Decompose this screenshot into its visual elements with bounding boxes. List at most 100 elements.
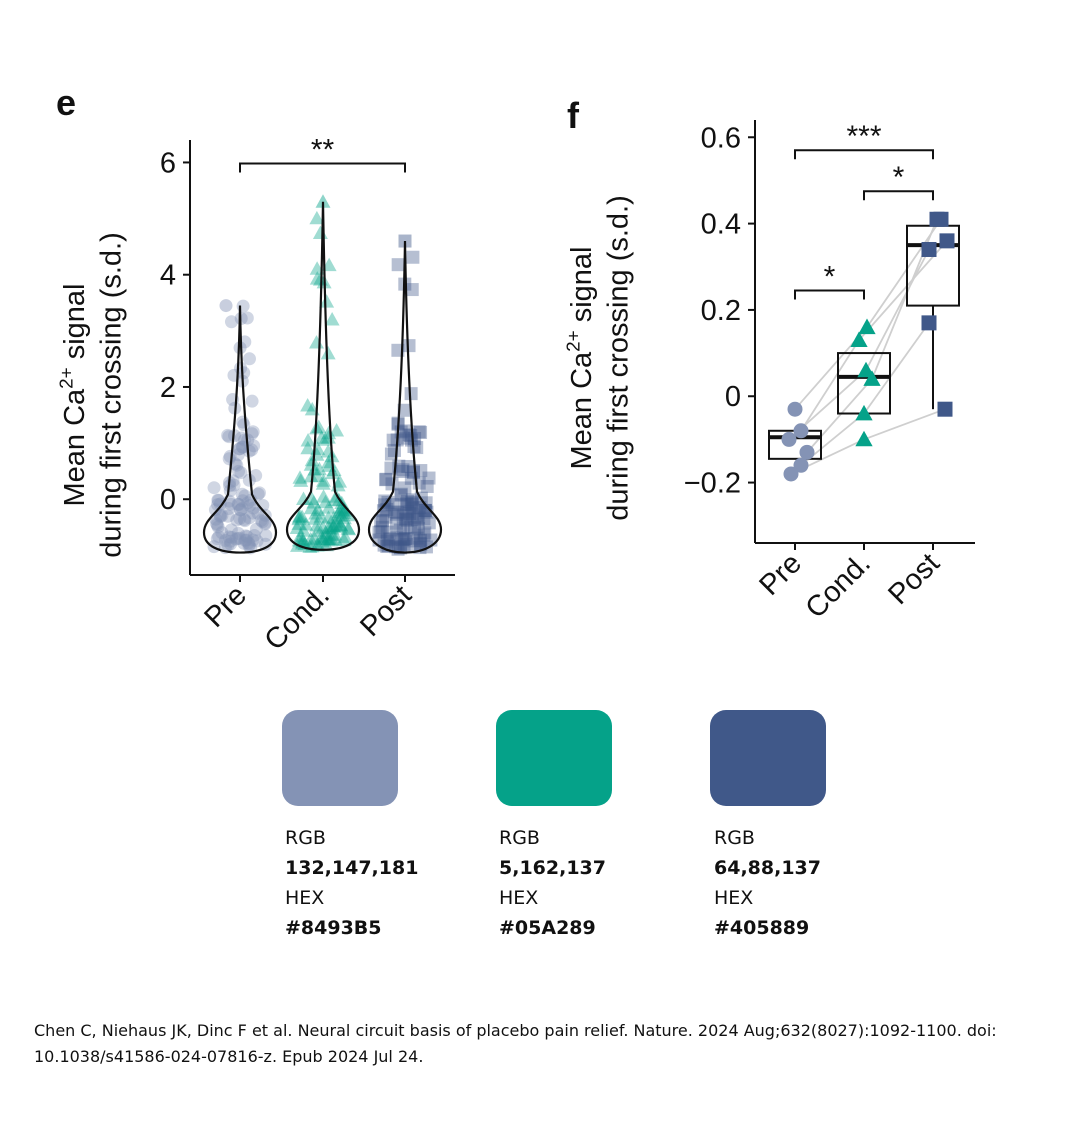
data-point	[236, 440, 250, 454]
data-point	[322, 532, 338, 547]
data-point	[333, 518, 349, 533]
y-tick-label: 0	[160, 484, 176, 516]
data-point	[408, 521, 422, 535]
significance-label: *	[824, 260, 836, 293]
x-tick-label: Post	[882, 547, 946, 611]
data-point	[400, 513, 414, 527]
data-point	[376, 504, 390, 518]
y-axis-label-line1: Mean Ca	[566, 351, 598, 470]
data-point	[303, 531, 319, 546]
data-point	[396, 463, 410, 477]
data-point	[336, 505, 352, 519]
data-point	[254, 513, 268, 527]
data-point	[406, 465, 420, 479]
data-point	[306, 530, 322, 545]
data-point	[424, 533, 438, 547]
data-point	[300, 432, 316, 447]
data-point	[405, 507, 419, 521]
data-point	[292, 508, 308, 523]
data-point	[238, 533, 252, 547]
paired-point	[929, 211, 945, 227]
data-point	[303, 457, 319, 471]
data-point	[405, 495, 419, 509]
data-point	[211, 498, 225, 512]
data-point	[331, 504, 347, 519]
data-point	[224, 523, 238, 537]
data-point	[395, 465, 409, 479]
data-point	[309, 335, 324, 349]
swatch-info-lavender: RGB 132,147,181 HEX #8493B5	[285, 823, 418, 943]
data-point	[320, 531, 336, 545]
data-point	[238, 433, 252, 447]
data-point	[398, 498, 412, 512]
data-point	[390, 530, 404, 544]
data-point	[394, 487, 408, 501]
data-point	[379, 472, 393, 486]
data-point	[227, 478, 241, 492]
data-point	[258, 517, 272, 531]
hex-label: HEX	[285, 887, 325, 909]
data-point	[385, 477, 399, 491]
data-point	[422, 516, 436, 530]
data-point	[397, 532, 411, 546]
data-point	[396, 533, 410, 547]
data-point	[309, 517, 325, 532]
data-point	[237, 366, 251, 380]
data-point	[308, 506, 324, 520]
data-point	[239, 529, 253, 543]
data-point	[239, 533, 253, 547]
panel-e: e 0 2 4 6 Pre Cond. Post ** Mean Ca2+ signal duri…	[55, 82, 455, 657]
data-point	[400, 537, 414, 551]
data-point	[296, 523, 312, 537]
y-tick-label: 4	[160, 260, 176, 292]
data-point	[405, 493, 419, 507]
scatter-points-0	[207, 299, 273, 555]
data-point	[337, 529, 353, 543]
data-point	[234, 431, 248, 445]
paired-point	[793, 457, 809, 473]
data-point	[316, 473, 331, 487]
data-point	[237, 418, 251, 432]
data-point	[310, 502, 326, 516]
data-point	[410, 531, 424, 545]
data-point	[399, 531, 413, 545]
data-point	[404, 428, 418, 442]
data-point	[294, 509, 310, 523]
data-point	[417, 528, 431, 542]
data-point	[326, 519, 342, 533]
data-point	[329, 422, 345, 437]
data-point	[410, 513, 424, 527]
data-point	[340, 521, 356, 535]
data-point	[318, 537, 334, 552]
y-axis-label-line2: during first crossing (s.d.)	[602, 195, 634, 521]
data-point	[406, 496, 420, 510]
data-point	[232, 498, 246, 512]
data-point	[231, 448, 245, 462]
data-point	[413, 537, 427, 551]
paired-point	[921, 315, 937, 331]
data-point	[387, 505, 401, 519]
data-point	[320, 345, 336, 360]
data-point	[400, 494, 414, 508]
hex-label: HEX	[714, 887, 754, 909]
data-point	[315, 194, 331, 208]
data-point	[311, 419, 327, 434]
data-point	[316, 489, 332, 503]
data-point	[307, 462, 323, 476]
data-point	[219, 299, 233, 313]
data-point	[412, 522, 426, 536]
data-point	[230, 513, 244, 527]
data-point	[315, 531, 331, 545]
data-point	[300, 440, 316, 455]
data-point	[251, 487, 265, 501]
data-point	[332, 474, 348, 488]
significance-bracket	[794, 289, 865, 300]
rgb-label: RGB	[285, 827, 326, 849]
data-point	[242, 473, 256, 487]
data-point	[403, 507, 417, 521]
data-point	[235, 487, 249, 501]
data-point	[414, 425, 428, 439]
data-point	[320, 520, 336, 534]
data-point	[317, 529, 333, 544]
data-point	[393, 540, 407, 554]
